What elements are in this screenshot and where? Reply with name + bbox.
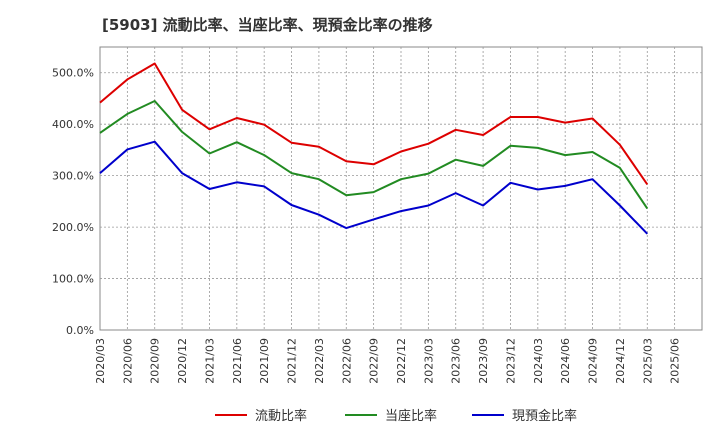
legend-label: 現預金比率: [512, 408, 577, 424]
y-tick-label: 400.0%: [52, 118, 94, 131]
y-tick-label: 300.0%: [52, 170, 94, 183]
x-tick-label: 2022/03: [313, 338, 326, 384]
x-tick-label: 2024/03: [532, 338, 545, 384]
y-tick-label: 200.0%: [52, 221, 94, 234]
x-tick-label: 2021/06: [231, 338, 244, 384]
x-tick-label: 2022/06: [340, 338, 353, 384]
x-tick-label: 2022/12: [395, 338, 408, 384]
x-tick-label: 2025/03: [641, 338, 654, 384]
x-tick-label: 2024/12: [614, 338, 627, 384]
y-tick-label: 100.0%: [52, 273, 94, 286]
legend-label: 流動比率: [255, 408, 307, 424]
legend: 流動比率 当座比率 現預金比率: [215, 408, 577, 424]
x-tick-label: 2024/06: [559, 338, 572, 384]
x-tick-label: 2023/09: [477, 338, 490, 384]
legend-label: 当座比率: [385, 408, 437, 424]
x-tick-label: 2021/03: [203, 338, 216, 384]
x-tick-label: 2020/09: [149, 338, 162, 384]
plot-area: 0.0% 100.0% 200.0% 300.0% 400.0% 500.0% 2020/0…: [52, 46, 703, 384]
x-tick-label: 2021/09: [258, 338, 271, 384]
x-tick-label: 2020/03: [94, 338, 107, 384]
x-tick-label: 2020/12: [176, 338, 189, 384]
x-tick-label: 2023/12: [504, 338, 517, 384]
x-tick-label: 2025/06: [669, 338, 682, 384]
y-tick-label: 500.0%: [52, 67, 94, 80]
x-tick-label: 2022/09: [368, 338, 381, 384]
chart-title: [5903] 流動比率、当座比率、現預金比率の推移: [102, 16, 433, 34]
y-tick-label: 0.0%: [66, 324, 94, 337]
x-tick-label: 2023/06: [450, 338, 463, 384]
x-tick-label: 2020/06: [121, 338, 134, 384]
x-tick-label: 2021/12: [286, 338, 299, 384]
x-tick-label: 2023/03: [422, 338, 435, 384]
series-line: [99, 140, 649, 235]
x-tick-label: 2024/09: [587, 338, 600, 384]
series-line: [99, 100, 649, 210]
series-line: [99, 62, 649, 185]
